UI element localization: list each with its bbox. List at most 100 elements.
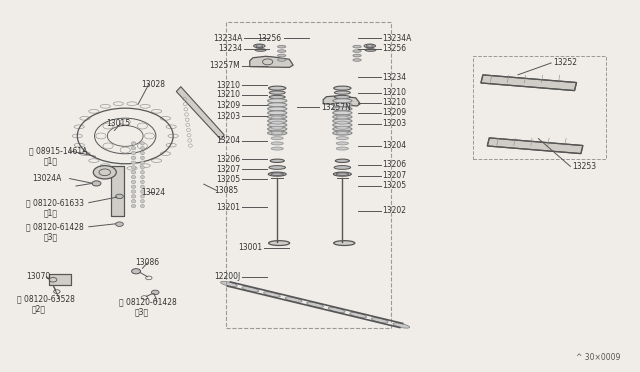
- Text: 13024: 13024: [141, 188, 165, 197]
- Text: 13234A: 13234A: [212, 34, 242, 43]
- Ellipse shape: [268, 172, 286, 176]
- Bar: [481, 75, 577, 91]
- Ellipse shape: [269, 166, 285, 169]
- Ellipse shape: [221, 281, 237, 287]
- Circle shape: [116, 194, 124, 199]
- Text: 13206: 13206: [216, 155, 240, 164]
- Ellipse shape: [141, 185, 145, 188]
- Ellipse shape: [89, 109, 99, 113]
- Ellipse shape: [271, 121, 284, 124]
- Text: 13205: 13205: [383, 181, 406, 190]
- Ellipse shape: [264, 292, 280, 297]
- Ellipse shape: [161, 152, 171, 155]
- Ellipse shape: [393, 323, 410, 328]
- Text: 13210: 13210: [216, 90, 240, 99]
- Text: 13001: 13001: [238, 243, 262, 252]
- Ellipse shape: [336, 116, 348, 119]
- Ellipse shape: [152, 109, 162, 113]
- Text: 12200J: 12200J: [214, 272, 240, 281]
- Ellipse shape: [333, 123, 352, 127]
- Ellipse shape: [268, 115, 287, 119]
- Text: 13234: 13234: [383, 73, 406, 82]
- Polygon shape: [323, 96, 360, 106]
- Ellipse shape: [131, 204, 136, 208]
- Ellipse shape: [131, 185, 136, 188]
- Ellipse shape: [333, 131, 352, 135]
- Ellipse shape: [152, 159, 162, 163]
- Ellipse shape: [141, 151, 145, 155]
- Text: 13257M: 13257M: [209, 61, 240, 70]
- Ellipse shape: [268, 127, 287, 131]
- Ellipse shape: [242, 286, 259, 292]
- Polygon shape: [176, 87, 224, 140]
- Text: 13210: 13210: [216, 81, 240, 90]
- Text: （1）: （1）: [44, 156, 58, 165]
- Ellipse shape: [353, 54, 361, 57]
- Ellipse shape: [270, 159, 284, 163]
- Ellipse shape: [141, 180, 145, 184]
- Text: 13234A: 13234A: [383, 34, 412, 43]
- Text: 13234: 13234: [218, 44, 242, 53]
- Ellipse shape: [141, 161, 145, 164]
- Bar: [487, 138, 583, 154]
- Text: 13070: 13070: [26, 272, 51, 281]
- Text: ⒵ 08120-61633: ⒵ 08120-61633: [26, 198, 84, 207]
- Ellipse shape: [333, 107, 352, 111]
- Bar: [49, 274, 71, 285]
- Text: 13253: 13253: [572, 162, 596, 171]
- Ellipse shape: [168, 134, 178, 138]
- Ellipse shape: [333, 103, 352, 107]
- Ellipse shape: [268, 123, 287, 127]
- Ellipse shape: [127, 102, 137, 106]
- Ellipse shape: [131, 171, 136, 174]
- Ellipse shape: [253, 44, 265, 48]
- Ellipse shape: [336, 126, 348, 129]
- Ellipse shape: [278, 50, 286, 52]
- Text: 13204: 13204: [383, 141, 406, 151]
- Text: 13201: 13201: [216, 203, 240, 212]
- Text: 13210: 13210: [383, 98, 406, 107]
- Ellipse shape: [271, 132, 284, 135]
- Ellipse shape: [333, 115, 352, 119]
- Ellipse shape: [72, 134, 83, 138]
- Text: 13256: 13256: [257, 34, 282, 43]
- Ellipse shape: [269, 86, 286, 90]
- Ellipse shape: [269, 241, 290, 246]
- Polygon shape: [250, 56, 293, 67]
- Ellipse shape: [131, 176, 136, 179]
- Text: ⓔ 08915-1461A: ⓔ 08915-1461A: [29, 146, 88, 155]
- Ellipse shape: [268, 119, 287, 123]
- Text: （2）: （2）: [31, 305, 45, 314]
- Ellipse shape: [100, 164, 111, 167]
- Ellipse shape: [74, 143, 84, 147]
- Ellipse shape: [328, 307, 345, 312]
- Ellipse shape: [278, 45, 286, 48]
- Ellipse shape: [131, 195, 136, 198]
- Text: 13205: 13205: [216, 175, 240, 184]
- Text: 13202: 13202: [383, 206, 406, 215]
- Ellipse shape: [333, 111, 352, 115]
- Text: （1）: （1）: [44, 208, 58, 217]
- Ellipse shape: [333, 86, 351, 90]
- Text: 13028: 13028: [141, 80, 165, 89]
- Text: 13204: 13204: [216, 136, 240, 145]
- Ellipse shape: [334, 91, 350, 94]
- Ellipse shape: [278, 54, 286, 57]
- Text: 13207: 13207: [383, 171, 406, 180]
- Ellipse shape: [80, 116, 90, 120]
- Bar: [487, 138, 583, 154]
- Ellipse shape: [80, 152, 90, 155]
- Bar: [481, 75, 577, 91]
- Circle shape: [92, 181, 101, 186]
- Ellipse shape: [353, 50, 361, 52]
- Bar: [111, 166, 124, 216]
- Ellipse shape: [271, 116, 284, 119]
- Ellipse shape: [271, 173, 284, 176]
- Ellipse shape: [269, 91, 285, 94]
- Circle shape: [152, 290, 159, 295]
- Ellipse shape: [255, 49, 266, 51]
- Ellipse shape: [140, 105, 150, 108]
- Ellipse shape: [269, 95, 285, 99]
- Ellipse shape: [127, 166, 137, 170]
- Ellipse shape: [100, 105, 111, 108]
